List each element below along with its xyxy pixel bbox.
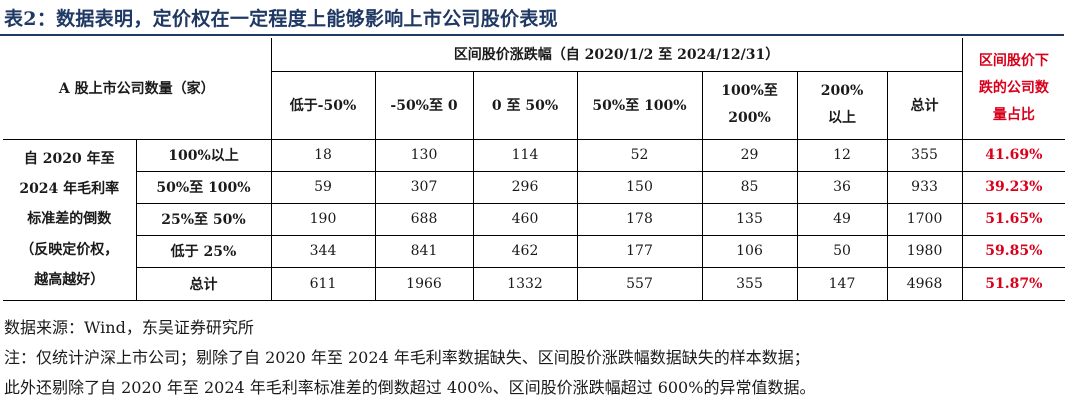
- table-cell: 130: [374, 138, 474, 172]
- group-label-line: 标准差的倒数: [27, 211, 112, 228]
- column-header: 50%至 100%: [576, 70, 703, 140]
- column-header-line: 200%: [728, 110, 771, 126]
- title-divider: [0, 34, 1064, 36]
- source-note: 数据来源：Wind，东吴证券研究所: [4, 318, 254, 337]
- row-label: 50%至 100%: [135, 170, 272, 204]
- row-label: 25%至 50%: [135, 202, 272, 236]
- column-header: 100%至 200%: [701, 70, 798, 140]
- column-header: -50%至 0: [374, 70, 474, 140]
- ratio-cell: 51.65%: [961, 202, 1066, 236]
- table-cell: 4968: [886, 266, 963, 301]
- table-cell: 29: [701, 138, 798, 172]
- table-cell: 12: [796, 138, 888, 172]
- table-cell: 462: [472, 234, 578, 268]
- table-title: 表2：数据表明，定价权在一定程度上能够影响上市公司股价表现: [4, 8, 558, 30]
- table-cell: 344: [270, 234, 376, 268]
- table-cell: 114: [472, 138, 578, 172]
- table-cell: 147: [796, 266, 888, 301]
- table-cell: 1966: [374, 266, 474, 301]
- group-header-cell: 区间股价涨跌幅（自 2020/1/2 至 2024/12/31）: [270, 38, 963, 72]
- table-cell: 85: [701, 170, 798, 204]
- group-label-cell: 自 2020 年至 2024 年毛利率 标准差的倒数 （反映定价权， 越高越好）: [3, 138, 137, 301]
- table-cell: 106: [701, 234, 798, 268]
- ratio-header-line: 跌的公司数: [978, 79, 1049, 96]
- footnote-line-2: 此外还剔除了自 2020 年至 2024 年毛利率标准差的倒数超过 400%、区…: [4, 378, 816, 397]
- table-cell: 50: [796, 234, 888, 268]
- table-cell: 49: [796, 202, 888, 236]
- table-cell: 1980: [886, 234, 963, 268]
- table-cell: 296: [472, 170, 578, 204]
- column-header: 200% 以上: [796, 70, 888, 140]
- column-header-line: 200%: [820, 83, 864, 100]
- table-cell: 460: [472, 202, 578, 236]
- table-cell: 36: [796, 170, 888, 204]
- table-cell: 1700: [886, 202, 963, 236]
- ratio-header-line: 区间股价下: [978, 53, 1049, 70]
- table-cell: 557: [576, 266, 703, 301]
- ratio-header-cell: 区间股价下 跌的公司数 量占比: [961, 38, 1066, 140]
- group-label-line: 越高越好）: [34, 271, 105, 288]
- row-label: 100%以上: [135, 138, 272, 172]
- table-cell: 355: [701, 266, 798, 301]
- column-header-line: 以上: [828, 110, 856, 126]
- table-cell: 841: [374, 234, 474, 268]
- table-cell: 18: [270, 138, 376, 172]
- table-cell: 52: [576, 138, 703, 172]
- table-cell: 355: [886, 138, 963, 172]
- table-cell: 150: [576, 170, 703, 204]
- group-label-line: （反映定价权，: [20, 241, 119, 258]
- data-table: A 股上市公司数量（家） 区间股价涨跌幅（自 2020/1/2 至 2024/1…: [3, 38, 1066, 301]
- group-label-line: 2024 年毛利率: [19, 181, 120, 198]
- column-header: 总计: [886, 70, 963, 140]
- table-cell: 135: [701, 202, 798, 236]
- table-cell: 177: [576, 234, 703, 268]
- row-label: 低于 25%: [135, 234, 272, 268]
- row-label-total: 总计: [135, 266, 272, 301]
- row-header-cell: A 股上市公司数量（家）: [3, 38, 272, 140]
- column-header-line: 100%至: [721, 83, 778, 100]
- ratio-cell: 39.23%: [961, 170, 1066, 204]
- table-cell: 307: [374, 170, 474, 204]
- table-cell: 1332: [472, 266, 578, 301]
- table-cell: 611: [270, 266, 376, 301]
- column-header: 低于-50%: [270, 70, 376, 140]
- table-cell: 190: [270, 202, 376, 236]
- footnote-line-1: 注：仅统计沪深上市公司；剔除了自 2020 年至 2024 年毛利率数据缺失、区…: [4, 348, 810, 367]
- table-cell: 933: [886, 170, 963, 204]
- ratio-cell: 41.69%: [961, 138, 1066, 172]
- ratio-cell: 59.85%: [961, 234, 1066, 268]
- table-cell: 59: [270, 170, 376, 204]
- ratio-header-line: 量占比: [992, 106, 1035, 123]
- group-label-line: 自 2020 年至: [23, 151, 115, 168]
- column-header: 0 至 50%: [472, 70, 578, 140]
- ratio-cell: 51.87%: [961, 266, 1066, 301]
- table-cell: 178: [576, 202, 703, 236]
- table-cell: 688: [374, 202, 474, 236]
